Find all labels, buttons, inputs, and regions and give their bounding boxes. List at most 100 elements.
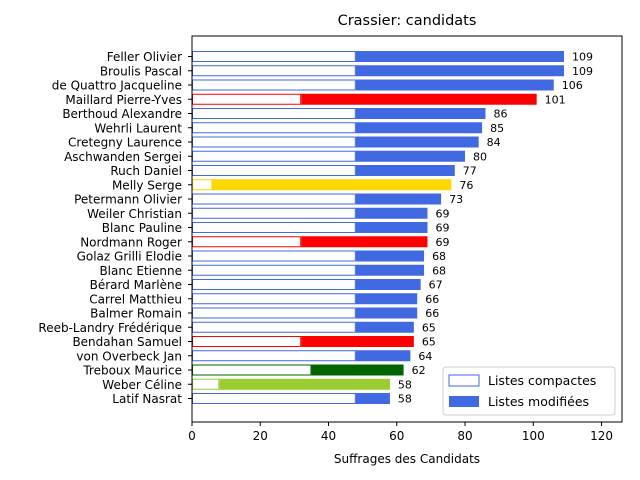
bar-compact xyxy=(192,236,302,248)
data-label: 76 xyxy=(459,179,473,192)
data-label: 62 xyxy=(412,364,426,377)
data-label: 68 xyxy=(432,264,446,277)
bars-layer xyxy=(192,51,564,404)
data-label: 85 xyxy=(490,122,504,135)
bar-compact xyxy=(192,222,356,233)
y-tick-label: de Quattro Jacqueline xyxy=(52,79,182,93)
bar-modified xyxy=(301,93,537,105)
data-label: 106 xyxy=(562,79,583,92)
bar-compact xyxy=(192,364,312,376)
y-tick-label: Aschwanden Sergei xyxy=(64,150,182,164)
bar-compact xyxy=(192,321,356,333)
data-label: 84 xyxy=(487,136,501,149)
bar-modified xyxy=(355,193,442,205)
data-label: 58 xyxy=(398,393,412,406)
bar-modified xyxy=(301,236,428,248)
y-tick-label: Weiler Christian xyxy=(87,207,182,221)
y-tick-label: Petermann Olivier xyxy=(74,193,182,207)
y-tick-label: Carrel Matthieu xyxy=(89,292,182,306)
y-tick-label: Reeb-Landry Frédérique xyxy=(38,321,182,335)
bar-compact xyxy=(192,136,356,148)
bar-compact xyxy=(192,293,356,305)
y-tick-label: Wehrli Laurent xyxy=(94,121,182,135)
legend-label-modified: Listes modifiées xyxy=(488,394,589,409)
data-label: 68 xyxy=(432,250,446,263)
data-label: 101 xyxy=(545,93,566,106)
x-axis-ticks: 0 20 40 60 80 100 120 xyxy=(188,422,613,443)
bar-compact xyxy=(192,93,302,105)
bar-modified xyxy=(355,279,421,290)
bar-modified xyxy=(355,51,564,62)
data-label: 58 xyxy=(398,378,412,391)
bar-compact xyxy=(192,193,356,205)
bar-modified xyxy=(355,122,483,134)
data-label: 66 xyxy=(425,307,439,320)
bar-compact xyxy=(192,264,356,276)
y-tick-label: Feller Olivier xyxy=(107,50,182,64)
bar-modified xyxy=(355,293,418,305)
bar-modified xyxy=(355,393,390,404)
data-label: 65 xyxy=(422,321,436,334)
x-axis-title: Suffrages des Candidats xyxy=(334,452,480,466)
data-label: 69 xyxy=(435,207,449,220)
x-tick-label: 0 xyxy=(188,429,196,443)
data-label: 65 xyxy=(422,336,436,349)
y-tick-label: Cretegny Laurence xyxy=(68,136,182,150)
bar-compact xyxy=(192,207,356,219)
bar-modified xyxy=(212,179,452,191)
data-label: 69 xyxy=(435,222,449,235)
bar-modified xyxy=(355,307,418,319)
x-tick-label: 80 xyxy=(457,429,472,443)
y-tick-label: Blanc Pauline xyxy=(102,221,182,235)
bar-modified xyxy=(355,65,564,77)
y-tick-label: Balmer Romain xyxy=(90,307,182,321)
y-tick-label: Bendahan Samuel xyxy=(72,335,182,349)
bar-compact xyxy=(192,150,356,162)
bar-modified xyxy=(355,79,554,91)
x-tick-label: 60 xyxy=(389,429,404,443)
bar-modified xyxy=(355,350,411,362)
bar-compact xyxy=(192,51,356,62)
legend-label-compact: Listes compactes xyxy=(488,373,596,388)
bar-compact xyxy=(192,108,356,119)
legend-swatch-modified xyxy=(449,396,479,407)
bar-modified xyxy=(301,336,414,347)
y-tick-label: Maillard Pierre-Yves xyxy=(65,93,182,107)
y-tick-label: Ruch Daniel xyxy=(110,164,182,178)
data-label: 66 xyxy=(425,293,439,306)
bar-modified xyxy=(355,108,486,119)
legend: Listes compactes Listes modifiées xyxy=(442,366,616,416)
bar-modified xyxy=(355,136,479,148)
bar-modified xyxy=(219,378,390,390)
bar-compact xyxy=(192,279,356,290)
bar-compact xyxy=(192,393,356,404)
y-tick-label: Weber Céline xyxy=(102,378,182,392)
y-tick-label: Golaz Grilli Elodie xyxy=(77,250,182,264)
bar-compact xyxy=(192,179,213,191)
data-label: 80 xyxy=(473,150,487,163)
data-label: 64 xyxy=(418,350,432,363)
y-tick-label: Berthoud Alexandre xyxy=(62,107,182,121)
bar-compact xyxy=(192,336,302,347)
legend-swatch-compact xyxy=(448,374,480,387)
bar-modified xyxy=(355,264,425,276)
bar-modified xyxy=(311,364,404,376)
bar-compact xyxy=(192,350,356,362)
y-tick-label: von Overbeck Jan xyxy=(76,349,182,363)
y-tick-label: Treboux Maurice xyxy=(82,364,182,378)
bar-modified xyxy=(355,321,414,333)
bar-modified xyxy=(355,150,466,162)
y-tick-label: Blanc Etienne xyxy=(99,264,182,278)
value-labels: 1091091061018685848077767369696968686766… xyxy=(398,51,593,406)
bar-compact xyxy=(192,165,356,176)
plot-frame xyxy=(191,35,623,423)
data-label: 109 xyxy=(572,65,593,78)
data-label: 73 xyxy=(449,193,463,206)
bar-compact xyxy=(192,250,356,262)
x-tick-label: 100 xyxy=(522,429,545,443)
y-tick-label: Melly Serge xyxy=(112,178,182,192)
y-tick-label: Broulis Pascal xyxy=(100,64,182,78)
bar-modified xyxy=(355,222,428,233)
